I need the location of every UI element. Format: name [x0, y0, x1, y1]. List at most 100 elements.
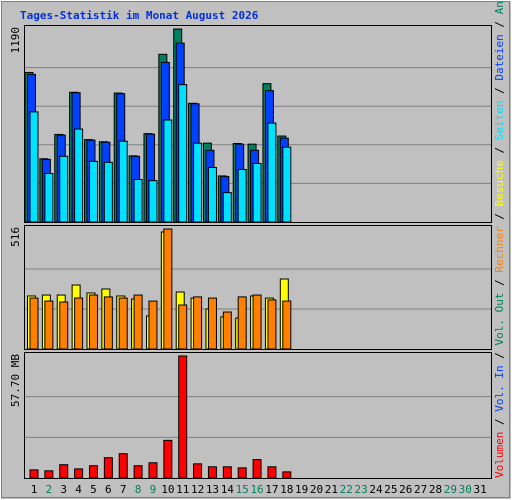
legend: Volumen / Vol. In / Vol. Out / Rechner /… [493, 0, 506, 478]
bar [207, 167, 217, 223]
x-tick-label: 22 [340, 483, 353, 496]
bar [44, 173, 54, 223]
bar [267, 122, 277, 223]
x-tick-label: 31 [474, 483, 487, 496]
x-tick-label: 5 [90, 483, 97, 496]
y-tick-label: 516 [9, 227, 22, 247]
legend-separator: / [493, 140, 506, 160]
bar [178, 84, 188, 223]
legend-entry: Vol. In [493, 365, 506, 411]
bar [59, 464, 69, 479]
legend-separator: / [493, 412, 506, 432]
bar [163, 119, 173, 223]
legend-separator: / [493, 81, 506, 101]
bar [237, 296, 247, 350]
legend-entry: Seiten [493, 100, 506, 140]
bar [193, 463, 203, 479]
x-tick-label: 9 [150, 483, 157, 496]
bar [133, 465, 143, 479]
x-tick-label: 7 [120, 483, 127, 496]
legend-separator: / [493, 346, 506, 366]
bar [222, 466, 232, 479]
bar [267, 466, 277, 479]
x-tick-label: 15 [236, 483, 249, 496]
y-tick-label: 1190 [9, 27, 22, 54]
bar [193, 296, 203, 350]
bar [193, 142, 203, 223]
x-tick-label: 19 [295, 483, 308, 496]
x-tick-label: 4 [75, 483, 82, 496]
x-tick-label: 11 [176, 483, 189, 496]
bar [267, 299, 277, 350]
bar [148, 180, 158, 223]
bar [207, 297, 217, 350]
bar [118, 453, 128, 479]
bar [133, 179, 143, 223]
bar [148, 300, 158, 350]
legend-separator: / [493, 273, 506, 293]
bar [103, 296, 113, 350]
bar [74, 128, 84, 223]
x-tick-label: 12 [191, 483, 204, 496]
bar [282, 300, 292, 350]
bar [222, 311, 232, 350]
bar [148, 462, 158, 479]
x-tick-label: 26 [399, 483, 412, 496]
bar [222, 192, 232, 223]
bar [59, 301, 69, 350]
plot-area [24, 352, 492, 479]
bar [163, 439, 173, 479]
x-tick-label: 10 [161, 483, 174, 496]
bar [118, 297, 128, 350]
x-tick-label: 28 [429, 483, 442, 496]
bar [29, 469, 39, 479]
bar [237, 467, 247, 479]
legend-entry: Besuche [493, 160, 506, 206]
x-tick-label: 23 [355, 483, 368, 496]
x-tick-label: 27 [414, 483, 427, 496]
chart-title: Tages-Statistik im Monat August 2026 [20, 9, 259, 22]
bar [88, 465, 98, 479]
x-tick-label: 20 [310, 483, 323, 496]
legend-separator: / [493, 14, 506, 34]
bar [282, 471, 292, 479]
bar [252, 459, 262, 479]
bar [29, 297, 39, 350]
x-tick-label: 21 [325, 483, 338, 496]
legend-entry: Anfragen [493, 0, 506, 14]
bar [252, 294, 262, 350]
bar [178, 304, 188, 350]
x-tick-label: 17 [265, 483, 278, 496]
x-tick-label: 29 [444, 483, 457, 496]
bar [118, 140, 128, 223]
x-tick-label: 8 [135, 483, 142, 496]
x-tick-label: 18 [280, 483, 293, 496]
bar [103, 457, 113, 479]
bar [207, 466, 217, 479]
legend-entry: Volumen [493, 432, 506, 478]
x-tick-label: 30 [459, 483, 472, 496]
legend-entry: Vol. Out [493, 293, 506, 346]
legend-separator: / [493, 206, 506, 226]
x-tick-label: 13 [206, 483, 219, 496]
bar [88, 294, 98, 350]
bar [163, 228, 173, 350]
x-tick-label: 3 [60, 483, 67, 496]
bar [29, 111, 39, 223]
x-tick-label: 1 [31, 483, 38, 496]
y-tick-label: 57.70 MB [9, 354, 22, 407]
x-tick-label: 2 [46, 483, 53, 496]
x-tick-label: 16 [250, 483, 263, 496]
bar [282, 146, 292, 223]
x-tick-label: 25 [384, 483, 397, 496]
bar [44, 300, 54, 350]
bar [59, 155, 69, 223]
bar [252, 162, 262, 223]
bar [133, 294, 143, 350]
bar [237, 168, 247, 223]
legend-entry: Rechner [493, 226, 506, 273]
x-tick-label: 24 [369, 483, 383, 496]
bar [74, 297, 84, 350]
